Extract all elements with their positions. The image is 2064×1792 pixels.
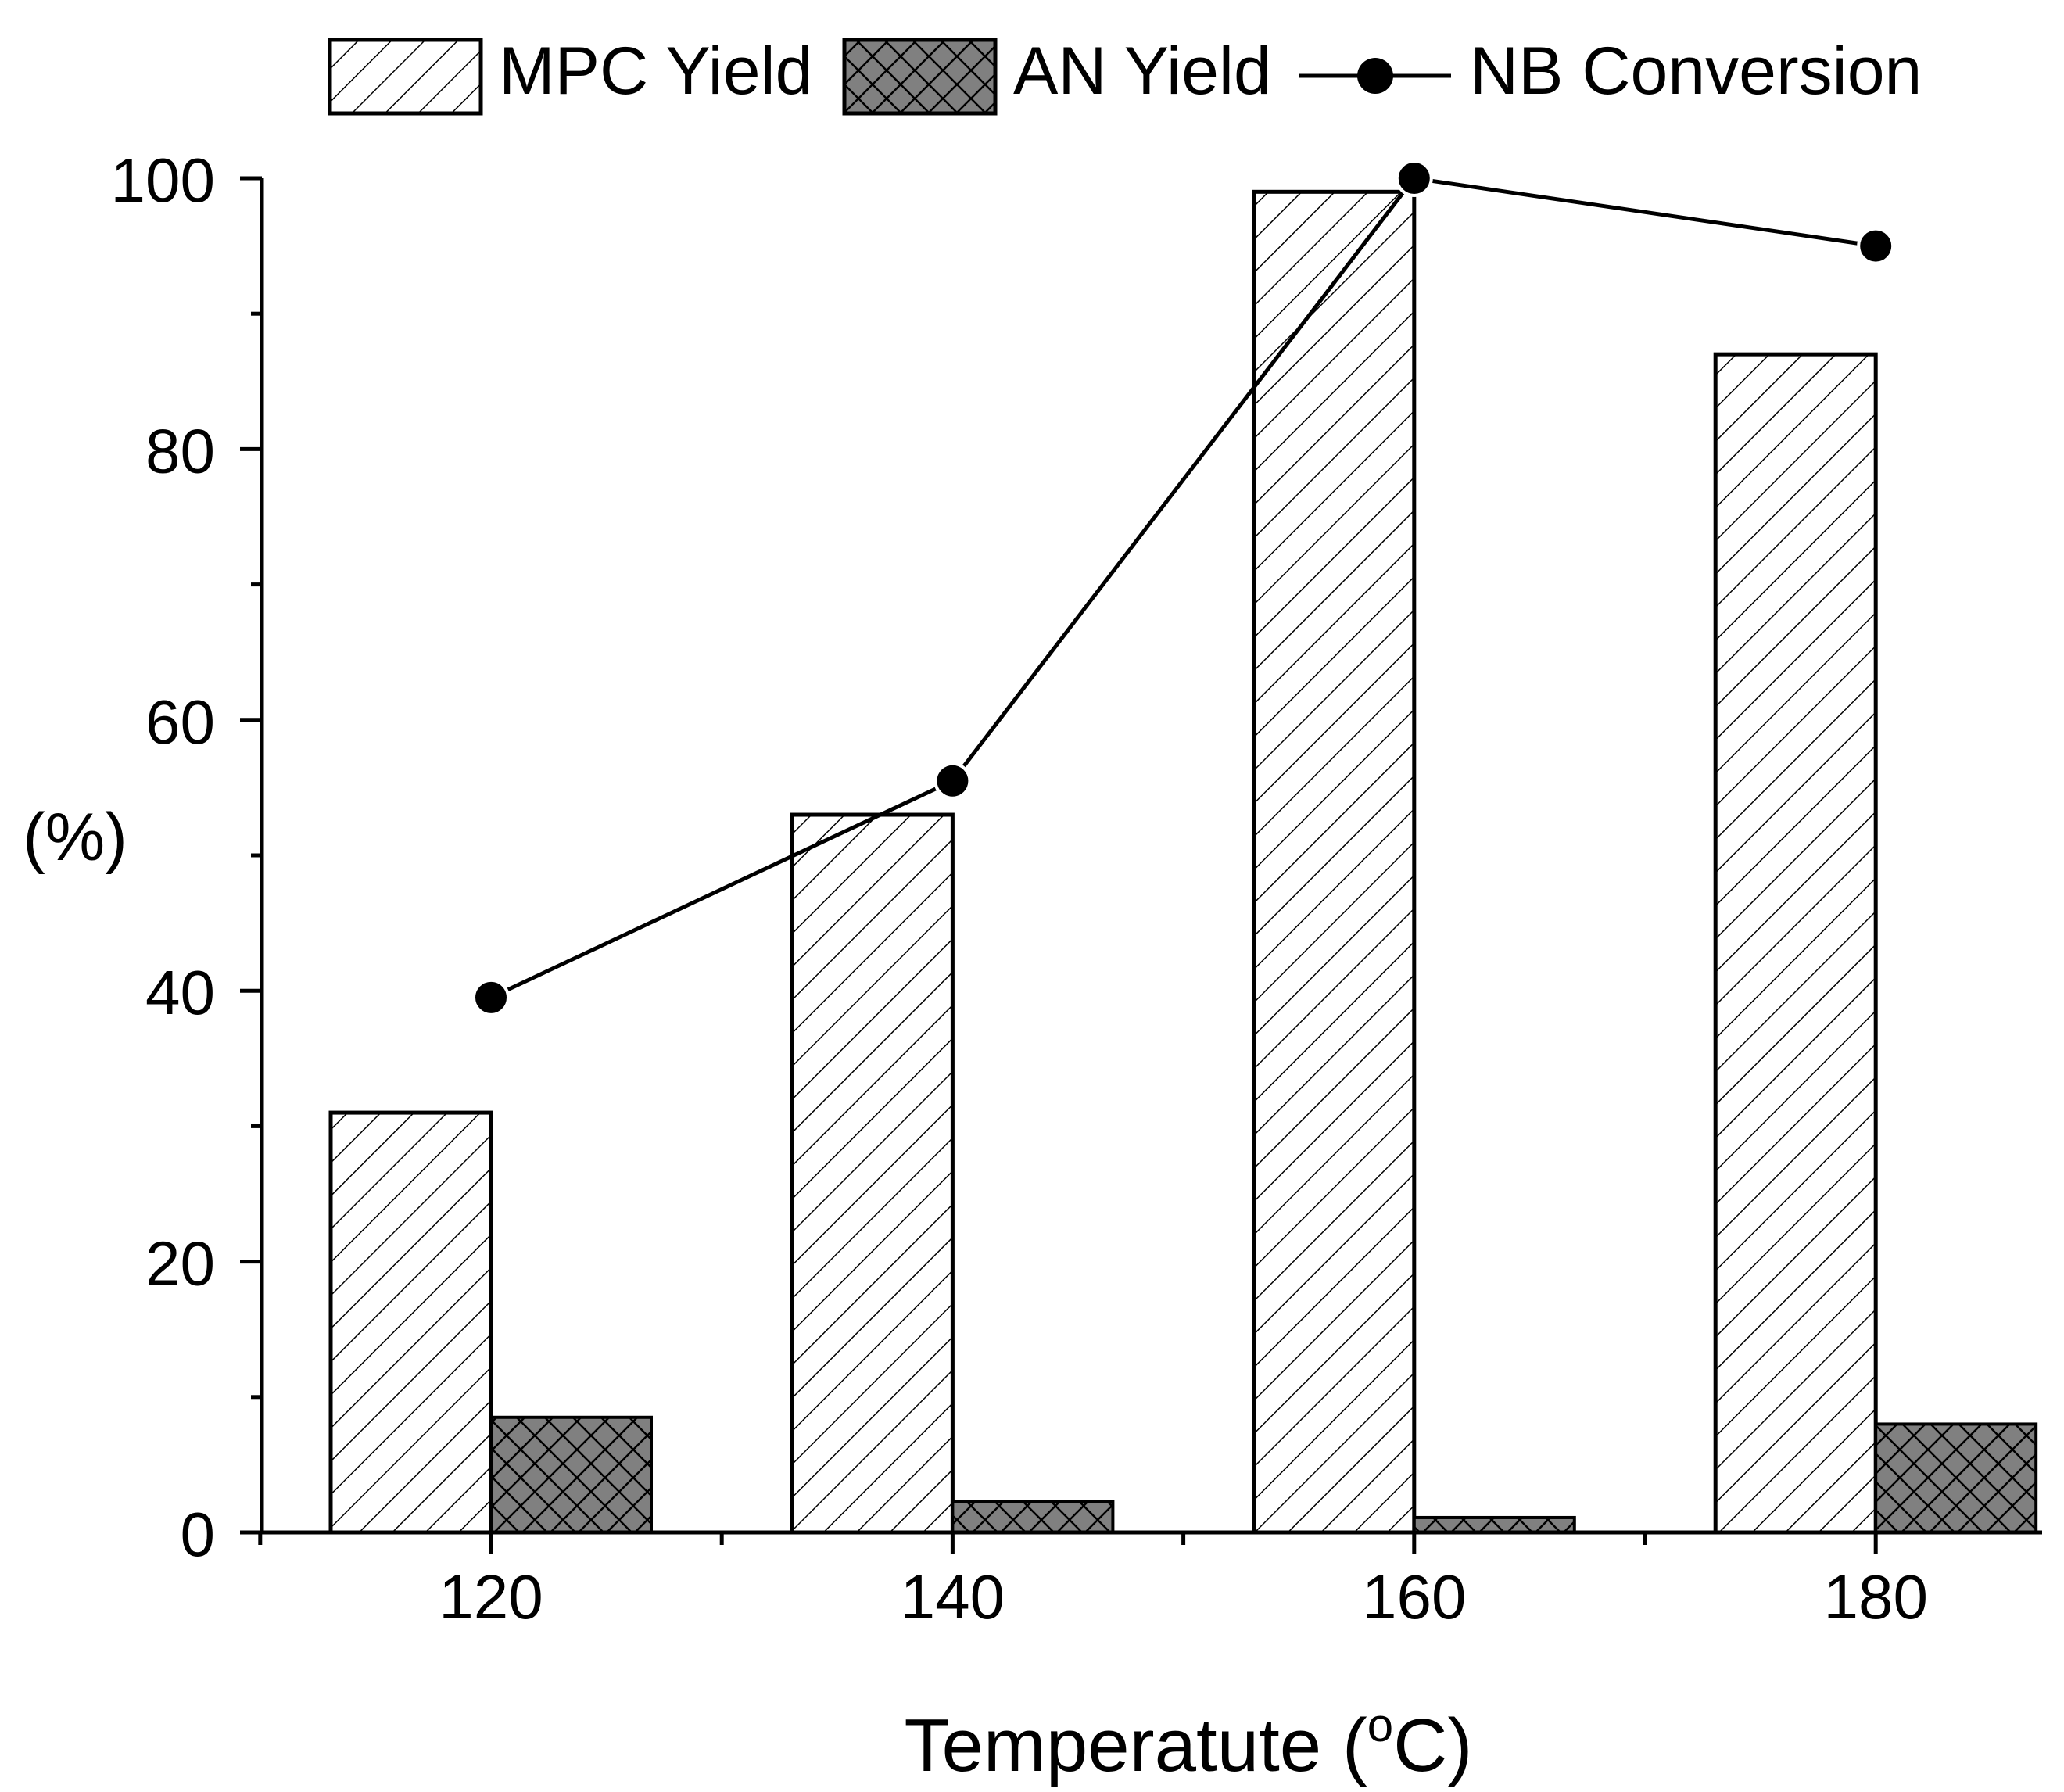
y-tick-label: 60 xyxy=(145,687,215,757)
y-tick-label: 80 xyxy=(145,416,215,486)
legend-label-an-yield: AN Yield xyxy=(1013,34,1271,109)
x-tick-label: 140 xyxy=(901,1562,1005,1632)
x-tick-label: 120 xyxy=(439,1562,543,1632)
axes: 0 20 40 60 80 100 120 140 160 180 xyxy=(111,145,2042,1632)
y-axis-label: (%) xyxy=(23,800,127,875)
y-tick-label: 100 xyxy=(111,145,215,215)
legend-marker-nb-conversion xyxy=(1357,58,1393,94)
bar-mpc-yield xyxy=(328,1110,493,1535)
marker-nb-conversion xyxy=(1395,159,1433,197)
bar-an-yield xyxy=(489,1415,653,1535)
bar-mpc-yield xyxy=(1252,189,1417,1535)
x-tick-label: 180 xyxy=(1823,1562,1927,1632)
plot-area xyxy=(328,159,2038,1535)
bar-an-yield xyxy=(951,1500,1115,1534)
legend-label-mpc-yield: MPC Yield xyxy=(499,34,813,109)
y-tick-label: 40 xyxy=(145,958,215,1027)
marker-nb-conversion xyxy=(933,762,972,800)
legend-swatch-mpc-yield xyxy=(328,38,483,116)
legend: MPC Yield AN Yield NB Conversion xyxy=(328,34,1922,116)
marker-nb-conversion xyxy=(472,978,510,1016)
bar-an-yield xyxy=(1412,1515,1576,1534)
legend-swatch-an-yield xyxy=(842,38,998,116)
marker-nb-conversion xyxy=(1857,227,1895,265)
line-nb-conversion xyxy=(489,176,1876,1000)
legend-label-nb-conversion: NB Conversion xyxy=(1470,34,1922,109)
x-axis-label: Temperatute (oC) xyxy=(905,1699,1473,1787)
x-tick-label: 160 xyxy=(1362,1562,1466,1632)
y-tick-label: 0 xyxy=(181,1500,216,1569)
y-tick-label: 20 xyxy=(145,1229,215,1299)
bar-mpc-yield xyxy=(1713,352,1878,1535)
bar-mpc-yield xyxy=(790,812,955,1535)
bar-an-yield xyxy=(1874,1422,2038,1534)
